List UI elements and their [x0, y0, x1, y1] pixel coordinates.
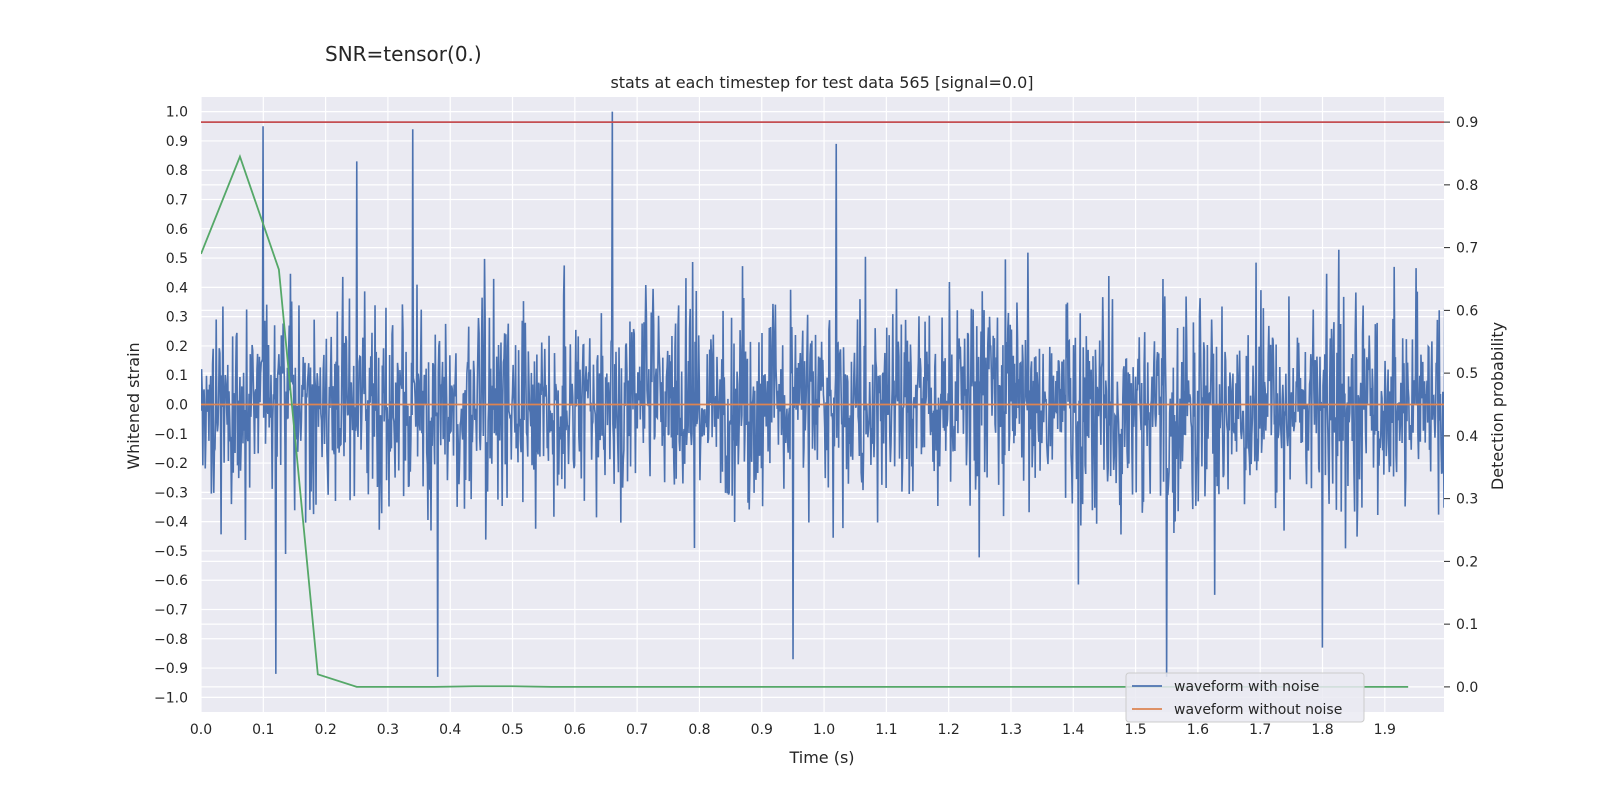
y-tick-label: −0.8 — [154, 632, 188, 648]
y2-tick-label: 0.8 — [1456, 178, 1478, 194]
x-tick-label: 0.5 — [501, 722, 523, 738]
y-tick-label: −0.7 — [154, 603, 188, 619]
x-tick-label: 0.7 — [626, 722, 648, 738]
x-tick-label: 1.3 — [1000, 722, 1022, 738]
y2-tick-label: 0.9 — [1456, 115, 1478, 131]
x-tick-label: 0.9 — [751, 722, 773, 738]
y-tick-label: 0.6 — [166, 222, 188, 238]
x-tick-label: 0.3 — [377, 722, 399, 738]
x-tick-label: 1.6 — [1187, 722, 1209, 738]
x-tick-label: 1.4 — [1062, 722, 1084, 738]
x-tick-label: 1.8 — [1311, 722, 1333, 738]
x-tick-label: 1.9 — [1374, 722, 1396, 738]
x-tick-label: 1.2 — [938, 722, 960, 738]
y-tick-label: 1.0 — [166, 105, 188, 121]
legend-frame — [1125, 672, 1365, 723]
y-tick-label: 0.9 — [166, 134, 188, 150]
y2-tick-label: 0.3 — [1456, 492, 1478, 508]
y-tick-label: 0.2 — [166, 339, 188, 355]
legend: waveform with noise waveform without noi… — [1125, 672, 1365, 723]
legend-label-with-noise: waveform with noise — [1174, 679, 1319, 695]
x-tick-label: 0.4 — [439, 722, 461, 738]
x-tick-label: 1.1 — [875, 722, 897, 738]
x-tick-label: 1.0 — [813, 722, 835, 738]
chart-title: stats at each timestep for test data 565… — [610, 73, 1033, 92]
y2-tick-label: 0.2 — [1456, 554, 1478, 570]
y-tick-label: −0.4 — [154, 515, 188, 531]
legend-label-without-noise: waveform without noise — [1174, 702, 1342, 718]
y-tick-label: −0.5 — [154, 544, 188, 560]
y-tick-label: 0.7 — [166, 193, 188, 209]
series-line-waveform-with-noise — [201, 111, 1444, 677]
y-tick-label: 0.1 — [166, 368, 188, 384]
x-tick-label: 0.2 — [314, 722, 336, 738]
y-tick-label: −0.3 — [154, 485, 188, 501]
y2-tick-label: 0.1 — [1456, 617, 1478, 633]
y-tick-label: 0.3 — [166, 310, 188, 326]
x-axis-label: Time (s) — [788, 748, 854, 767]
y-axis-label: Whitened strain — [124, 342, 143, 469]
y2-tick-label: 0.6 — [1456, 303, 1478, 319]
y2-tick-label: 0.7 — [1456, 241, 1478, 257]
y2-tick-label: 0.5 — [1456, 366, 1478, 382]
y-axis-ticks: 1.0 0.9 0.8 0.7 0.6 0.5 0.4 0.3 0.2 0.1 0.0 −0.1 −0.… — [154, 105, 188, 707]
chart-suptitle: SNR=tensor(0.) — [325, 42, 482, 66]
x-axis-ticks: 0.0 0.1 0.2 0.3 0.4 0.5 0.6 0.7 0.8 0.9 1.0 1.1 1.2 1… — [190, 722, 1396, 738]
y-tick-label: 0.4 — [166, 280, 188, 296]
y-tick-label: 0.5 — [166, 251, 188, 267]
x-tick-label: 0.6 — [564, 722, 586, 738]
y-tick-label: −0.2 — [154, 456, 188, 472]
y2-tick-label: 0.4 — [1456, 429, 1478, 445]
y2-tick-label: 0.0 — [1456, 680, 1478, 696]
y-tick-label: 0.0 — [166, 398, 188, 414]
x-tick-label: 0.8 — [688, 722, 710, 738]
y-tick-label: −0.9 — [154, 661, 188, 677]
y2-axis-ticks: 0.9 0.8 0.7 0.6 0.5 0.4 0.3 0.2 0.1 0.0 — [1444, 115, 1478, 696]
y-tick-label: −0.1 — [154, 427, 188, 443]
y-tick-label: −1.0 — [154, 690, 188, 706]
x-tick-label: 0.1 — [252, 722, 274, 738]
x-tick-label: 1.5 — [1124, 722, 1146, 738]
y-tick-label: −0.6 — [154, 573, 188, 589]
x-tick-label: 0.0 — [190, 722, 212, 738]
y-tick-label: 0.8 — [166, 163, 188, 179]
x-tick-label: 1.7 — [1249, 722, 1271, 738]
y2-axis-label: Detection probability — [1488, 322, 1507, 490]
